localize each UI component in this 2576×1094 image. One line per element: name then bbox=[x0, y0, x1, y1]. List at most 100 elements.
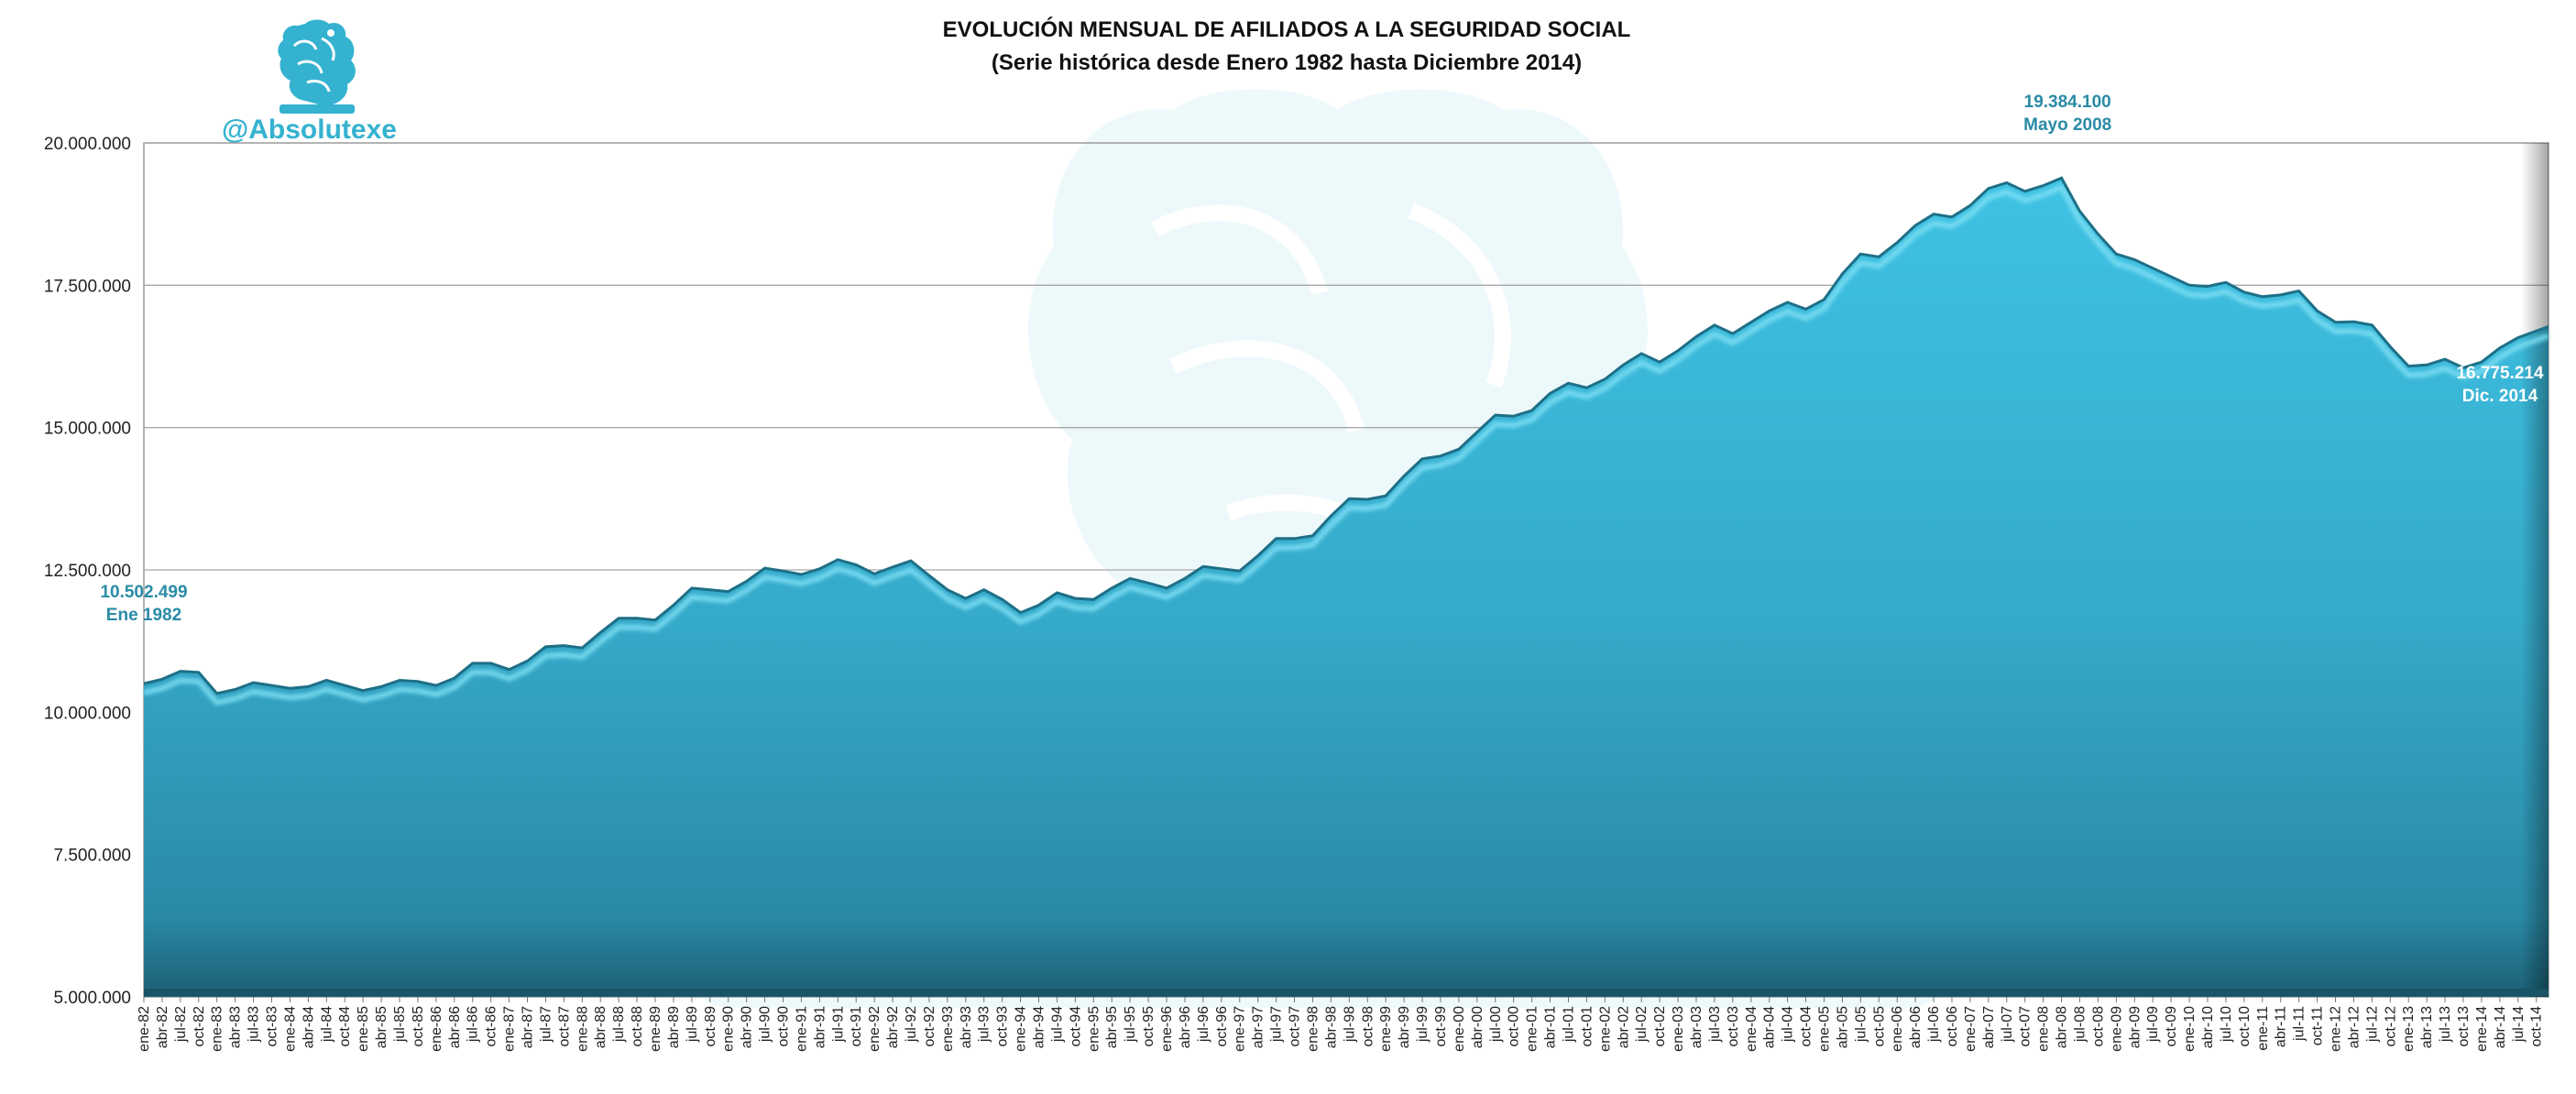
x-tick-label: ene-08 bbox=[2036, 1006, 2052, 1052]
x-tick-label: oct-10 bbox=[2237, 1006, 2253, 1047]
x-tick-label: abr-96 bbox=[1178, 1006, 1193, 1048]
x-tick-label: jul-82 bbox=[173, 1006, 189, 1043]
x-tick-label: abr-06 bbox=[1908, 1006, 1924, 1048]
area-edge-shade bbox=[2521, 143, 2549, 997]
x-tick-label: oct-90 bbox=[776, 1006, 792, 1047]
x-tick-label: oct-98 bbox=[1360, 1006, 1376, 1047]
x-tick-label: abr-94 bbox=[1032, 1006, 1047, 1048]
x-tick-label: abr-82 bbox=[155, 1006, 170, 1048]
x-tick-label: ene-82 bbox=[137, 1006, 152, 1052]
x-tick-label: oct-97 bbox=[1288, 1006, 1303, 1047]
x-tick-label: jul-84 bbox=[319, 1006, 334, 1043]
x-tick-label: jul-98 bbox=[1342, 1006, 1357, 1043]
x-tick-label: jul-96 bbox=[1196, 1006, 1211, 1043]
x-tick-label: ene-14 bbox=[2474, 1006, 2490, 1052]
x-tick-label: jul-02 bbox=[1634, 1006, 1650, 1043]
x-tick-label: jul-01 bbox=[1562, 1006, 1577, 1043]
x-tick-label: jul-83 bbox=[247, 1006, 262, 1043]
x-tick-label: ene-99 bbox=[1378, 1006, 1394, 1052]
x-tick-label: abr-86 bbox=[447, 1006, 463, 1048]
area-series bbox=[144, 178, 2549, 998]
y-tick-label: 15.000.000 bbox=[44, 420, 131, 439]
area-top-edge bbox=[143, 176, 2549, 695]
x-tick-label: jul-88 bbox=[611, 1006, 627, 1043]
x-tick-label: ene-94 bbox=[1014, 1006, 1029, 1052]
y-tick-label: 20.000.000 bbox=[44, 135, 131, 154]
x-tick-label: ene-04 bbox=[1744, 1006, 1759, 1052]
x-tick-label: abr-01 bbox=[1543, 1006, 1559, 1048]
x-tick-label: abr-10 bbox=[2200, 1006, 2216, 1048]
x-tick-label: oct-06 bbox=[1945, 1006, 1960, 1047]
x-tick-label: jul-85 bbox=[392, 1006, 408, 1043]
x-tick-label: jul-99 bbox=[1415, 1006, 1431, 1043]
annotation-date: Dic. 2014 bbox=[2462, 387, 2538, 406]
x-tick-label: jul-14 bbox=[2511, 1006, 2527, 1043]
annotation-value: 16.775.214 bbox=[2456, 364, 2544, 383]
x-tick-label: jul-03 bbox=[1707, 1006, 1723, 1043]
x-tick-label: ene-95 bbox=[1086, 1006, 1102, 1052]
x-tick-label: abr-13 bbox=[2419, 1006, 2435, 1048]
x-tick-label: oct-01 bbox=[1579, 1006, 1595, 1047]
x-tick-label: ene-96 bbox=[1159, 1006, 1175, 1052]
x-tick-label: ene-97 bbox=[1233, 1006, 1248, 1052]
x-tick-label: abr-84 bbox=[301, 1006, 316, 1048]
x-tick-label: ene-02 bbox=[1597, 1006, 1613, 1052]
x-tick-label: abr-02 bbox=[1616, 1006, 1631, 1048]
x-tick-label: ene-05 bbox=[1817, 1006, 1833, 1052]
x-tick-label: jul-09 bbox=[2145, 1006, 2161, 1043]
x-tick-label: abr-07 bbox=[1981, 1006, 1997, 1048]
x-tick-label: oct-91 bbox=[849, 1006, 864, 1047]
x-tick-label: oct-84 bbox=[337, 1006, 353, 1047]
x-tick-label: ene-03 bbox=[1671, 1006, 1686, 1052]
x-tick-label: jul-90 bbox=[758, 1006, 773, 1043]
x-tick-label: jul-07 bbox=[2000, 1006, 2015, 1043]
x-tick-label: ene-11 bbox=[2255, 1006, 2271, 1051]
x-tick-label: jul-95 bbox=[1123, 1006, 1138, 1043]
x-tick-label: ene-90 bbox=[721, 1006, 737, 1052]
x-tick-label: abr-05 bbox=[1835, 1006, 1850, 1048]
x-tick-label: abr-92 bbox=[885, 1006, 901, 1048]
x-tick-label: abr-93 bbox=[959, 1006, 974, 1048]
brand-handle: @Absolutexe bbox=[222, 115, 397, 145]
x-tick-label: oct-09 bbox=[2164, 1006, 2179, 1047]
x-tick-label: oct-94 bbox=[1068, 1006, 1083, 1047]
x-tick-label: abr-89 bbox=[666, 1006, 682, 1048]
x-tick-label: ene-10 bbox=[2182, 1006, 2198, 1052]
x-tick-label: jul-08 bbox=[2073, 1006, 2088, 1043]
griffin-seal-icon bbox=[278, 19, 356, 114]
x-tick-label: abr-91 bbox=[812, 1006, 828, 1048]
x-tick-label: ene-88 bbox=[575, 1006, 590, 1052]
annotation-date: Ene 1982 bbox=[106, 606, 181, 625]
x-tick-label: ene-13 bbox=[2401, 1006, 2417, 1052]
annotation-date: Mayo 2008 bbox=[2023, 115, 2111, 135]
y-tick-label: 7.500.000 bbox=[53, 847, 131, 866]
chart-subtitle: (Serie histórica desde Enero 1982 hasta … bbox=[992, 50, 1582, 75]
x-tick-label: jul-89 bbox=[685, 1006, 700, 1043]
x-tick-label: abr-98 bbox=[1323, 1006, 1339, 1048]
x-tick-label: abr-95 bbox=[1104, 1006, 1120, 1048]
x-tick-label: jul-86 bbox=[466, 1006, 481, 1043]
y-tick-label: 12.500.000 bbox=[44, 562, 131, 581]
x-tick-label: abr-90 bbox=[740, 1006, 755, 1048]
x-tick-label: jul-06 bbox=[1926, 1006, 1942, 1043]
x-tick-label: oct-92 bbox=[922, 1006, 937, 1047]
x-tick-label: ene-07 bbox=[1963, 1006, 1979, 1052]
y-tick-label: 17.500.000 bbox=[44, 277, 131, 296]
x-tick-label: abr-00 bbox=[1470, 1006, 1485, 1048]
x-tick-label: jul-91 bbox=[830, 1006, 846, 1043]
x-tick-label: abr-14 bbox=[2493, 1006, 2508, 1048]
x-tick-label: jul-94 bbox=[1050, 1006, 1066, 1043]
x-tick-label: ene-92 bbox=[867, 1006, 882, 1052]
x-tick-label: ene-98 bbox=[1306, 1006, 1321, 1052]
y-tick-label: 10.000.000 bbox=[44, 704, 131, 723]
x-tick-label: oct-05 bbox=[1871, 1006, 1887, 1047]
x-tick-label: abr-88 bbox=[593, 1006, 608, 1048]
x-tick-label: ene-12 bbox=[2329, 1006, 2344, 1052]
x-tick-label: oct-83 bbox=[265, 1006, 280, 1047]
x-tick-label: oct-89 bbox=[703, 1006, 718, 1047]
x-tick-label: oct-08 bbox=[2090, 1006, 2106, 1047]
x-tick-label: oct-99 bbox=[1433, 1006, 1449, 1047]
x-tick-label: jul-87 bbox=[538, 1006, 554, 1043]
x-tick-label: ene-06 bbox=[1890, 1006, 1905, 1052]
